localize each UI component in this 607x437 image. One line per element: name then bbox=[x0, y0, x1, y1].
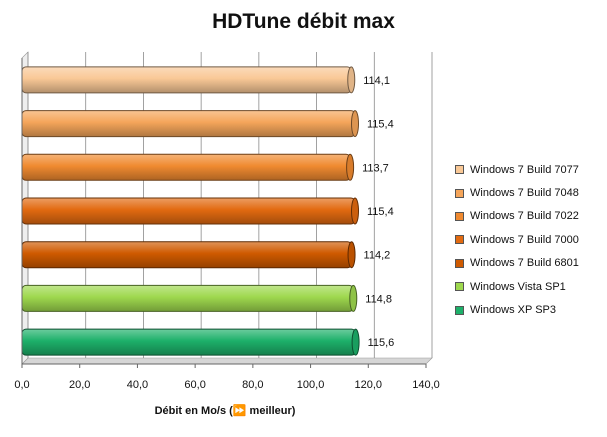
legend-label: Windows 7 Build 7022 bbox=[470, 210, 579, 223]
legend-label: Windows XP SP3 bbox=[470, 304, 557, 317]
legend-item: Windows 7 Build 7048 bbox=[455, 181, 605, 204]
data-label: 114,8 bbox=[365, 293, 392, 305]
legend-item: Windows 7 Build 7077 bbox=[455, 158, 605, 181]
bar bbox=[21, 197, 356, 225]
legend-swatch bbox=[455, 211, 464, 221]
legend-swatch bbox=[455, 305, 464, 315]
legend-item: Windows 7 Build 7022 bbox=[455, 205, 605, 228]
data-label: 114,2 bbox=[364, 250, 391, 262]
legend-item: Windows 7 Build 6801 bbox=[455, 252, 605, 275]
bar-windows-7-build-7048 bbox=[21, 110, 360, 138]
legend-swatch bbox=[455, 258, 464, 268]
legend-item: Windows 7 Build 7000 bbox=[455, 228, 605, 251]
x-tick-label: 80,0 bbox=[242, 379, 263, 391]
legend-swatch bbox=[455, 235, 464, 245]
legend-label: Windows 7 Build 7000 bbox=[470, 233, 579, 246]
bar-windows-7-build-7022 bbox=[21, 153, 355, 181]
legend-label: Windows Vista SP1 bbox=[470, 280, 566, 293]
x-tick-label: 120,0 bbox=[355, 379, 383, 391]
bar bbox=[21, 66, 352, 94]
data-label: 113,7 bbox=[362, 162, 389, 174]
bar-end-cap bbox=[346, 153, 355, 181]
bar bbox=[21, 284, 354, 312]
bar-windows-7-build-7000 bbox=[21, 197, 360, 225]
x-tick-label: 0,0 bbox=[14, 379, 29, 391]
legend-swatch bbox=[455, 165, 464, 175]
bar-windows-7-build-6801 bbox=[21, 241, 356, 269]
data-label: 115,4 bbox=[367, 206, 394, 218]
bar bbox=[21, 110, 356, 138]
legend-label: Windows 7 Build 6801 bbox=[470, 257, 579, 270]
data-label: 115,6 bbox=[368, 337, 395, 349]
legend-item: Windows Vista SP1 bbox=[455, 275, 605, 298]
legend-swatch bbox=[455, 188, 464, 198]
legend-label: Windows 7 Build 7077 bbox=[470, 163, 579, 176]
x-tick-label: 60,0 bbox=[184, 379, 205, 391]
bar-end-cap bbox=[351, 197, 360, 225]
chart-title: HDTune débit max bbox=[212, 10, 395, 33]
bar bbox=[21, 328, 357, 356]
plot-floor bbox=[21, 357, 433, 365]
legend-item: Windows XP SP3 bbox=[455, 298, 605, 321]
bar-end-cap bbox=[347, 241, 356, 269]
data-label: 114,1 bbox=[363, 75, 390, 87]
legend-swatch bbox=[455, 282, 464, 292]
x-axis-label: Débit en Mo/s (⏩ meilleur) bbox=[154, 405, 296, 417]
bar-end-cap bbox=[347, 66, 356, 94]
bar-windows-vista-sp1 bbox=[21, 284, 358, 312]
legend: Windows 7 Build 7077 Windows 7 Build 7048… bbox=[455, 158, 605, 322]
data-label: 115,4 bbox=[367, 119, 394, 131]
bar-end-cap bbox=[349, 284, 358, 312]
x-tick-label: 100,0 bbox=[297, 379, 325, 391]
bar-windows-xp-sp3 bbox=[21, 328, 360, 356]
x-tick-label: 20,0 bbox=[69, 379, 90, 391]
bar bbox=[21, 153, 351, 181]
bar-end-cap bbox=[351, 110, 360, 138]
bar bbox=[21, 241, 353, 269]
x-tick-label: 140,0 bbox=[412, 379, 440, 391]
bar-end-cap bbox=[351, 328, 360, 356]
x-tick-label: 40,0 bbox=[127, 379, 148, 391]
legend-label: Windows 7 Build 7048 bbox=[470, 187, 579, 200]
bar-windows-7-build-7077 bbox=[21, 66, 356, 94]
